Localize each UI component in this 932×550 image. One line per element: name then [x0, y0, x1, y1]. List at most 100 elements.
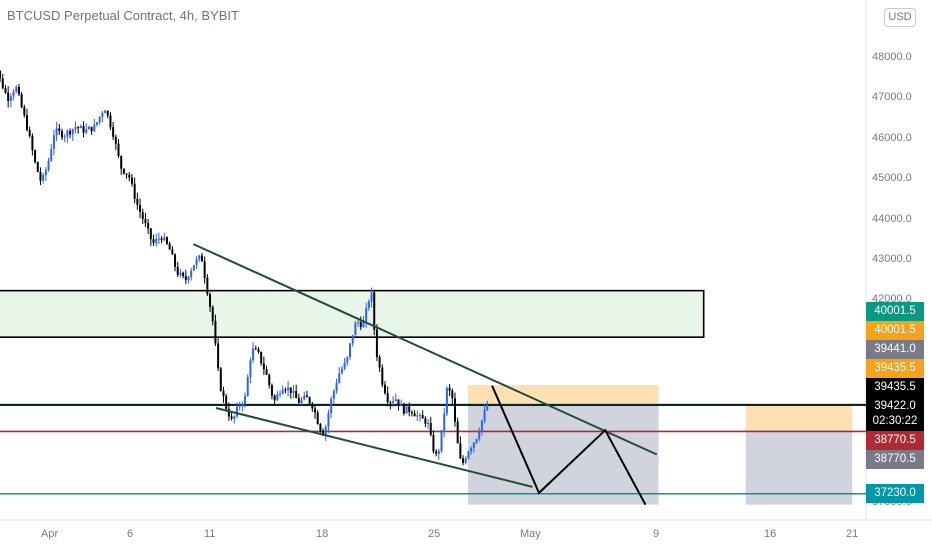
candle-body: [262, 363, 265, 370]
price-tick: 48000.0: [872, 51, 912, 63]
candle-body: [238, 405, 241, 407]
candle-body: [182, 272, 185, 276]
candle-body: [367, 301, 370, 309]
candle-body: [55, 128, 58, 136]
candle-body: [308, 397, 311, 404]
candle-body: [39, 171, 42, 181]
time-tick: 25: [428, 528, 441, 540]
candle-body: [370, 292, 373, 302]
candle-body: [4, 88, 7, 93]
candle-body: [246, 376, 249, 397]
candle-body: [383, 384, 386, 394]
candle-body: [486, 405, 489, 411]
candle-body: [77, 127, 80, 129]
price-label: 39435.5: [866, 378, 924, 397]
candle-body: [219, 368, 222, 391]
candle-body: [23, 107, 26, 116]
candle-body: [200, 255, 203, 262]
candle-body: [429, 422, 432, 435]
currency-button[interactable]: USD: [884, 8, 916, 27]
candle-body: [330, 398, 333, 413]
time-tick: 11: [204, 528, 216, 540]
candle-body: [316, 412, 319, 425]
candle-body: [93, 124, 96, 132]
time-tick: 6: [127, 528, 134, 540]
candle-body: [475, 439, 478, 443]
candle-body: [276, 394, 279, 401]
candle-body: [187, 277, 190, 281]
candle-body: [279, 393, 282, 395]
candle-body: [85, 129, 88, 133]
candle-body: [15, 86, 18, 92]
stop-zone-projection: [745, 430, 853, 505]
candle-body: [235, 406, 238, 417]
candle-body: [112, 127, 115, 137]
candle-body: [305, 395, 308, 398]
candle-body: [168, 243, 171, 250]
last-price-label: 39422.0: [866, 397, 924, 416]
candle-body: [268, 374, 271, 386]
candle-body: [214, 321, 217, 344]
candle-body: [413, 413, 416, 417]
candle-body: [50, 148, 53, 161]
candle-body: [163, 237, 166, 241]
candle-body: [456, 421, 459, 444]
candle-body: [322, 430, 325, 436]
candle-body: [12, 91, 15, 97]
candle-body: [416, 415, 419, 417]
candle-body: [190, 270, 193, 278]
candle-body: [437, 450, 440, 454]
candle-body: [405, 406, 408, 414]
candle-body: [295, 391, 298, 399]
candle-body: [351, 335, 354, 344]
candle-body: [44, 169, 47, 176]
candle-body: [254, 348, 257, 350]
candle-body: [26, 115, 29, 130]
candle-body: [453, 398, 456, 422]
candle-body: [265, 369, 268, 375]
candle-body: [203, 261, 206, 278]
candle-body: [381, 367, 384, 385]
candle-body: [106, 110, 109, 116]
time-tick: 16: [764, 528, 777, 540]
candle-body: [82, 126, 85, 133]
candle-body: [125, 173, 128, 175]
candle-body: [206, 277, 209, 295]
candle-body: [359, 322, 362, 328]
candle-body: [332, 390, 335, 399]
candle-body: [408, 406, 411, 412]
candle-body: [104, 110, 107, 114]
candle-body: [327, 412, 330, 427]
price-label: 38770.5: [866, 431, 924, 450]
candle-body: [343, 362, 346, 369]
candle-body: [284, 389, 287, 391]
price-tick: 47000.0: [872, 91, 912, 103]
candle-body: [31, 136, 34, 151]
candle-body: [483, 410, 486, 421]
candle-body: [17, 86, 20, 95]
time-tick: 9: [653, 528, 660, 540]
candle-body: [270, 385, 273, 396]
candle-body: [63, 136, 66, 138]
candle-body: [58, 128, 61, 132]
candle-body: [394, 399, 397, 402]
candle-body: [400, 404, 403, 406]
candle-body: [244, 396, 247, 404]
candle-body: [297, 398, 300, 404]
price-label: 40001.5: [866, 321, 924, 340]
candle-body: [292, 391, 295, 394]
candle-body: [418, 415, 421, 417]
candle-body: [117, 143, 120, 156]
candle-body: [20, 94, 23, 108]
time-tick: 18: [316, 528, 329, 540]
candle-body: [52, 135, 55, 149]
time-tick: May: [520, 528, 541, 540]
candle-body: [440, 430, 443, 451]
candle-body: [472, 442, 475, 449]
candle-body: [233, 416, 236, 419]
candle-body: [122, 168, 125, 174]
candle-body: [198, 255, 201, 260]
candle-body: [480, 420, 483, 432]
candle-body: [69, 130, 72, 135]
